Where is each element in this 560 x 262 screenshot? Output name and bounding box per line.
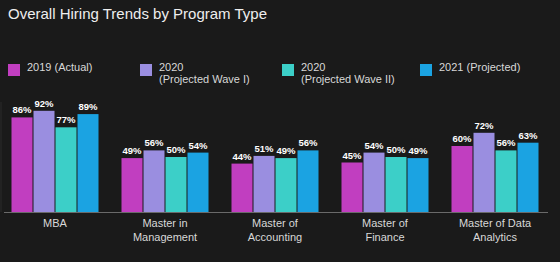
chart-root: 86%92%77%89%49%56%50%54%44%51%49%56%45%5…: [0, 0, 560, 262]
bar: [188, 153, 209, 212]
data-label: 72%: [474, 120, 494, 131]
data-label: 86%: [12, 104, 32, 115]
data-label: 54%: [364, 140, 384, 151]
bar: [276, 158, 297, 212]
legend-label: 2019 (Actual): [27, 61, 92, 73]
x-tick-label: Master in Management: [110, 216, 220, 244]
data-label: 50%: [386, 144, 406, 155]
data-label: 49%: [276, 145, 296, 156]
legend-swatch: [420, 64, 432, 76]
bar: [386, 157, 407, 212]
legend-label: 2021 (Projected): [439, 61, 520, 73]
data-label: 54%: [188, 140, 208, 151]
bar: [144, 150, 165, 212]
bar: [34, 111, 55, 212]
bar: [342, 163, 363, 213]
data-label: 60%: [452, 133, 472, 144]
data-label: 44%: [232, 151, 252, 162]
data-label: 49%: [408, 145, 428, 156]
bar: [254, 156, 275, 212]
bar: [452, 146, 473, 212]
y-axis-line: [1, 102, 2, 212]
data-label: 56%: [144, 137, 164, 148]
data-label: 63%: [518, 130, 538, 141]
bar: [408, 158, 429, 212]
legend-label: 2020 (Projected Wave II): [301, 61, 395, 85]
data-label: 89%: [78, 101, 98, 112]
legend-swatch: [8, 64, 20, 76]
data-label: 77%: [56, 114, 76, 125]
bar: [518, 143, 539, 212]
legend-label: 2020 (Projected Wave I): [159, 61, 250, 85]
bar: [78, 114, 99, 212]
bar: [298, 150, 319, 212]
data-label: 51%: [254, 143, 274, 154]
bar: [474, 133, 495, 212]
data-label: 50%: [166, 144, 186, 155]
data-label: 49%: [122, 145, 142, 156]
bar: [364, 153, 385, 212]
bar: [232, 164, 253, 212]
bar: [166, 157, 187, 212]
x-tick-label: Master of Finance: [330, 216, 440, 244]
data-label: 56%: [496, 137, 516, 148]
x-tick-label: Master of Accounting: [220, 216, 330, 244]
legend-swatch: [282, 64, 294, 76]
bar: [56, 127, 77, 212]
chart-title: Overall Hiring Trends by Program Type: [8, 5, 267, 22]
bars: [12, 111, 539, 212]
x-tick-label: Master of Data Analytics: [440, 216, 550, 244]
legend-swatch: [140, 64, 152, 76]
bar: [12, 117, 33, 212]
data-labels: 86%92%77%89%49%56%50%54%44%51%49%56%45%5…: [12, 98, 538, 162]
bar: [122, 158, 143, 212]
x-axis-line: [4, 212, 548, 213]
x-tick-label: MBA: [0, 216, 110, 230]
bar: [496, 150, 517, 212]
data-label: 45%: [342, 150, 362, 161]
data-label: 56%: [298, 137, 318, 148]
data-label: 92%: [34, 98, 54, 109]
